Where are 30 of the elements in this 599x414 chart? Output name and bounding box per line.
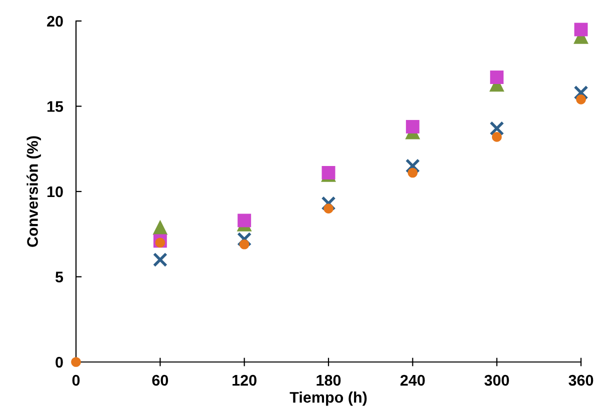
point [152, 252, 168, 267]
point [490, 70, 504, 84]
point [237, 232, 252, 247]
y-tick-label: 20 [47, 16, 63, 27]
y-axis-title: Conversión (%) [26, 136, 41, 247]
point [152, 220, 168, 235]
point [406, 120, 420, 134]
point [574, 85, 588, 100]
point [321, 196, 336, 211]
y-tick-label: 10 [47, 186, 63, 198]
point [574, 22, 588, 36]
x-tick-label: 180 [316, 374, 341, 386]
point [238, 214, 252, 228]
point [490, 121, 504, 136]
point [576, 94, 586, 104]
point [408, 168, 418, 178]
point [239, 239, 250, 250]
y-tick-label: 15 [47, 101, 64, 112]
y-tick-label: 5 [55, 272, 64, 282]
point [492, 132, 502, 142]
x-axis-title: Tiempo (h) [290, 392, 367, 406]
x-tick-label: 360 [568, 374, 594, 386]
x-tick-label: 0 [72, 374, 80, 386]
x-tick-label: 300 [484, 374, 509, 386]
y-tick-label: 0 [56, 356, 63, 368]
point [324, 204, 334, 214]
x-tick-label: 120 [232, 374, 256, 386]
x-tick-label: 240 [400, 374, 425, 386]
point [405, 158, 420, 174]
x-tick-label: 60 [152, 374, 168, 386]
